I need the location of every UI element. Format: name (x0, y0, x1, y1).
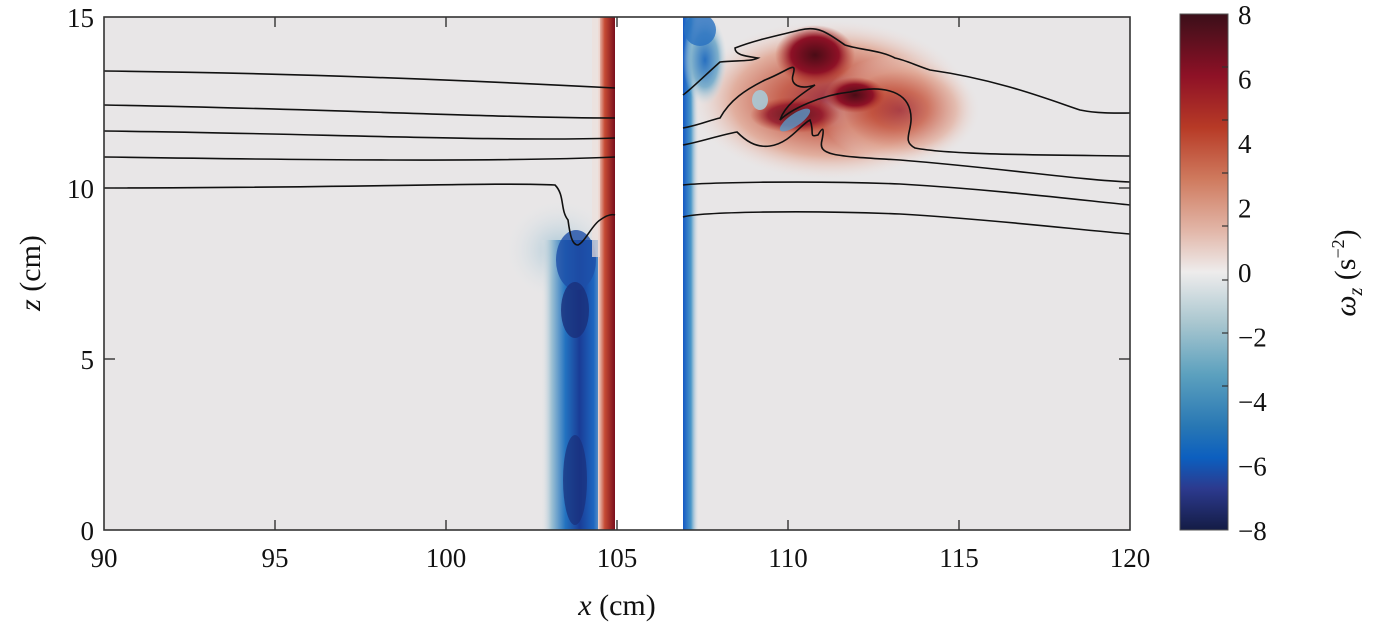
colorbar: 8 6 4 2 0 −2 −4 −6 −8 ωz (s−2) (1179, 0, 1367, 546)
downstream-wall-negative-vorticity (683, 17, 699, 530)
contour-line-2-upstream (104, 104, 616, 119)
colorbar-tick-label: −8 (1238, 516, 1267, 546)
upstream-negative-vorticity (505, 200, 615, 530)
contour-line-1-upstream (104, 70, 616, 89)
colorbar-tick-label: 0 (1238, 258, 1252, 288)
contour-line-1-downstream (682, 27, 1130, 114)
colorbar-tick-label: 6 (1238, 65, 1252, 95)
x-tick-label: 100 (426, 543, 467, 573)
contour-line-3-upstream (104, 130, 616, 140)
colorbar-scale (1179, 13, 1229, 531)
colorbar-label: ωz (s−2) (1328, 229, 1367, 316)
x-tick-label: 115 (939, 543, 979, 573)
y-ticks (104, 187, 1130, 360)
contour-line-4-upstream (104, 156, 616, 161)
y-tick-label: 5 (81, 345, 95, 375)
x-tick-label: 105 (597, 543, 638, 573)
plot-area (104, 17, 1130, 530)
density-contours (104, 27, 1130, 246)
contour-line-5-downstream (682, 181, 1130, 206)
y-tick-label: 15 (67, 3, 94, 33)
contour-line-4-downstream (682, 211, 1130, 235)
contour-line-3-downstream (682, 118, 1130, 183)
y-tick-labels: 0 5 10 15 (67, 3, 94, 546)
upstream-wall-positive-vorticity (598, 17, 615, 530)
x-tick-label: 95 (262, 543, 289, 573)
colorbar-tick-label: 8 (1238, 0, 1252, 30)
contour-line-2-downstream (682, 66, 1130, 157)
colorbar-tick-label: 2 (1238, 194, 1252, 224)
x-tick-label: 90 (91, 543, 118, 573)
colorbar-tick-label: −2 (1238, 323, 1267, 353)
x-tick-label: 110 (768, 543, 808, 573)
obstacle (615, 17, 683, 530)
colorbar-tick-label: −4 (1238, 387, 1267, 417)
x-tick-label: 120 (1110, 543, 1151, 573)
x-axis-label: x (cm) (577, 589, 655, 622)
x-ticks (274, 17, 960, 530)
y-tick-label: 10 (67, 174, 94, 204)
contour-line-5-upstream (104, 183, 616, 246)
x-tick-labels: 90 95 100 105 110 115 120 (91, 543, 1151, 573)
colorbar-tick-label: −6 (1238, 452, 1267, 482)
y-axis-label: z (cm) (14, 235, 47, 312)
colorbar-tick-labels: 8 6 4 2 0 −2 −4 −6 −8 (1238, 0, 1267, 546)
y-tick-label: 0 (81, 516, 95, 546)
colorbar-tick-label: 4 (1238, 129, 1252, 159)
